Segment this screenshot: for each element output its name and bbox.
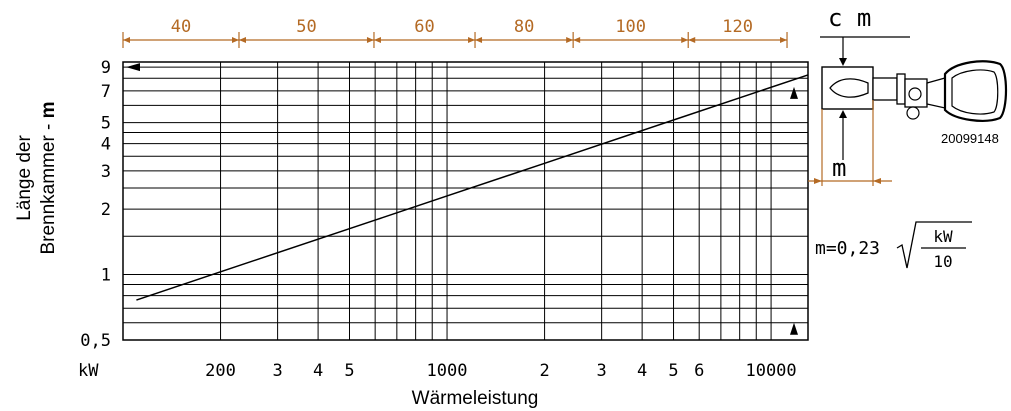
diagram-m-arrow-right [873,178,881,184]
top-scale-label: 60 [414,17,434,37]
x-tick-labels: 200 3 4 5 1000 2 3 4 5 6 10000 [205,361,796,381]
burner-head [872,77,898,101]
burner-valve-top [908,87,922,101]
top-scale-arrow [566,37,574,43]
y-tick-label: 0,5 [80,331,111,351]
x-tick-label: 2 [539,361,549,381]
burner-flange [896,73,906,105]
top-scale-arrow [373,37,381,43]
formula: m=0,23 kW 10 [815,221,972,271]
top-scale-label: 100 [615,17,646,37]
top-scale-arrow [366,37,374,43]
x-tick-label: 6 [694,361,704,381]
top-scale-arrow [238,37,246,43]
top-dimension-scale: 40 50 60 80 100 120 [122,17,788,48]
top-scale-label: 50 [296,17,316,37]
diagram-m-arrow-left [814,178,822,184]
diagram-code: 20099148 [941,131,999,146]
x-tick-label: 4 [313,361,323,381]
y-tick-label: 9 [101,58,111,78]
diagram-bottom-arrow-head [839,110,847,118]
y-axis-title-line-2: Brennkammer - m [38,101,59,254]
top-scale-label: 40 [171,17,191,37]
x-tick-label: 5 [344,361,354,381]
y-tick-label: 2 [101,200,111,220]
y-tick-label: 5 [101,114,111,134]
series-line [136,74,809,301]
burner-valve-bottom [906,106,920,120]
y-axis-title-line-1: Länge der [14,135,35,221]
top-scale-label: 80 [514,17,534,37]
y-axis-title: Länge der Brennkammer - m [14,101,59,254]
burner-motor-housing [943,60,1008,122]
diagram-m-label: m [832,154,846,182]
plot-frame [122,61,809,341]
burner-diagram: c m 20099148 m [808,4,1008,186]
formula-denominator: 10 [933,252,952,271]
top-scale-arrow [573,37,581,43]
x-tick-label: 4 [637,361,647,381]
y-tick-label: 1 [101,266,111,286]
top-scale-arrow [123,37,130,43]
x-unit-label: kW [78,361,99,381]
y-tick-label: 3 [101,162,111,182]
left-arrow-9 [126,63,140,72]
diagram-cm-label: c m [828,4,871,32]
x-tick-label: 3 [597,361,607,381]
burner-neck [926,77,946,109]
top-scale-arrow [468,37,476,43]
x-tick-label: 5 [668,361,678,381]
x-tick-label: 1000 [427,361,468,381]
top-scale-arrow [780,37,788,43]
grid [122,61,809,341]
burner-motor-inner [951,69,999,115]
y-tick-label: 7 [101,82,111,102]
y-tick-labels: 0,5 1 2 3 45 7 9 [80,58,111,351]
y-axis-title-line-2-text: Brennkammer - [38,118,59,254]
up-arrow-bottom [790,322,798,335]
formula-lhs: m=0,23 [815,238,880,259]
top-scale-arrow [688,37,696,43]
x-axis-title: Wärmeleistung [412,388,539,409]
up-arrow-top [790,86,798,99]
formula-sqrt-sign [896,221,972,269]
x-tick-label: 3 [272,361,282,381]
top-scale-arrow [681,37,689,43]
top-scale-arrow [231,37,239,43]
formula-numerator: kW [933,227,953,246]
series-layer [136,74,809,301]
marker-arrows [126,63,798,335]
top-scale-label: 120 [722,17,753,37]
diagram-top-arrow-head [839,58,847,66]
top-scale-arrow [475,37,483,43]
y-tick-label: 4 [101,135,111,155]
x-tick-label: 200 [205,361,236,381]
x-tick-label: 10000 [745,361,796,381]
y-axis-title-bold: m [38,101,59,118]
flame-icon [829,78,869,98]
